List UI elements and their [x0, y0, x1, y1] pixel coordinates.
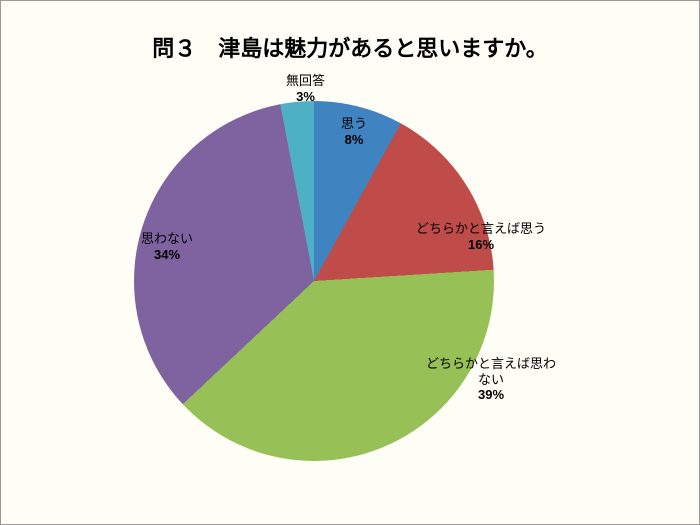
- label-omowanai: 思わない 34%: [141, 231, 193, 262]
- pie-chart: [134, 101, 494, 461]
- label-pct: 16%: [468, 237, 494, 252]
- label-pct: 3%: [296, 89, 315, 104]
- chart-title: 問３ 津島は魅力があると思いますか。: [1, 31, 699, 63]
- label-pct: 8%: [345, 132, 364, 147]
- label-text: どちらかと言えば思わ: [426, 356, 556, 371]
- label-text: ない: [478, 372, 504, 387]
- label-text: 無回答: [286, 73, 325, 88]
- label-text: 思わない: [141, 231, 193, 246]
- label-pct: 39%: [478, 387, 504, 402]
- label-no-answer: 無回答 3%: [286, 73, 325, 104]
- label-text: 思う: [341, 116, 367, 131]
- chart-frame: 問３ 津島は魅力があると思いますか。 無回答 3% 思う 8% どちらかと言えば…: [0, 0, 700, 525]
- label-dochiraka-omou: どちらかと言えば思う 16%: [416, 221, 546, 252]
- label-pct: 34%: [154, 247, 180, 262]
- label-dochiraka-omowanai: どちらかと言えば思わ ない 39%: [426, 356, 556, 403]
- label-text: どちらかと言えば思う: [416, 221, 546, 236]
- pie-graphic: [134, 101, 494, 461]
- label-omou: 思う 8%: [341, 116, 367, 147]
